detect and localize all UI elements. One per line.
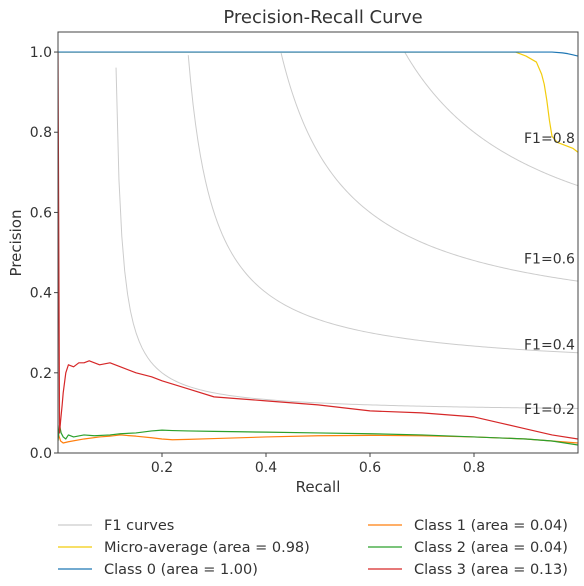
x-axis-label: Recall (296, 478, 341, 496)
curves-layer (58, 51, 578, 446)
y-tick-label: 1.0 (30, 45, 52, 61)
axis-ticks: 0.2 0.4 0.6 0.8 0.0 0.2 0.4 0.6 0.8 1.0 (30, 45, 485, 476)
plot-frame (57, 31, 579, 454)
f1-curve-0-8 (404, 52, 578, 187)
legend-label: Micro-average (area = 0.98) (104, 540, 310, 556)
x-tick-label: 0.4 (255, 460, 277, 476)
y-axis-label: Precision (7, 210, 25, 277)
x-tick-label: 0.8 (463, 460, 485, 476)
f1-label-0-6: F1=0.6 (524, 252, 575, 268)
series-line-micro (58, 51, 578, 153)
legend-item-class1: Class 1 (area = 0.04) (368, 518, 568, 534)
legend-item-class3: Class 3 (area = 0.13) (368, 562, 568, 578)
series-line-class2 (58, 424, 578, 446)
f1-label-0-2: F1=0.2 (524, 402, 575, 418)
y-tick-label: 0.4 (30, 286, 52, 302)
y-tick-label: 0.0 (30, 446, 52, 462)
y-tick-label: 0.2 (30, 366, 52, 382)
y-tick-label: 0.6 (30, 205, 52, 221)
legend-label: Class 2 (area = 0.04) (414, 540, 568, 556)
f1-label-0-4: F1=0.4 (524, 337, 575, 353)
f1-curve-0-6 (280, 53, 578, 282)
legend-item-class2: Class 2 (area = 0.04) (368, 540, 568, 556)
series-line-class3 (58, 52, 578, 440)
f1-curve-0-2 (115, 67, 578, 409)
chart-title: Precision-Recall Curve (223, 7, 422, 28)
legend: F1 curves Micro-average (area = 0.98) Clas… (58, 518, 568, 578)
legend-label: F1 curves (104, 518, 174, 534)
series-line-class0 (58, 51, 578, 57)
x-tick-label: 0.6 (359, 460, 381, 476)
f1-label-0-8: F1=0.8 (524, 131, 575, 147)
legend-item-micro: Micro-average (area = 0.98) (58, 540, 310, 556)
y-tick-label: 0.8 (30, 125, 52, 141)
f1-curve-0-4 (187, 55, 578, 354)
legend-label: Class 3 (area = 0.13) (414, 562, 568, 578)
legend-label: Class 1 (area = 0.04) (414, 518, 568, 534)
legend-item-f1: F1 curves (58, 518, 174, 534)
x-tick-label: 0.2 (151, 460, 173, 476)
f1-labels: F1=0.2 F1=0.4 F1=0.6 F1=0.8 (524, 131, 575, 418)
legend-label: Class 0 (area = 1.00) (104, 562, 258, 578)
legend-item-class0: Class 0 (area = 1.00) (58, 562, 258, 578)
